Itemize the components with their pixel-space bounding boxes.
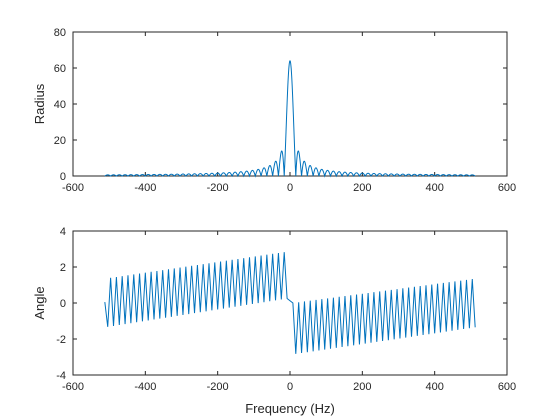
magnitude-y-axis-label: Radius bbox=[32, 83, 47, 124]
magnitude-x-tick-label: -200 bbox=[207, 182, 229, 194]
magnitude-x-tick-label: 400 bbox=[425, 182, 443, 194]
magnitude-x-tick-label: -600 bbox=[62, 182, 84, 194]
phase-x-tick-label: 0 bbox=[287, 381, 293, 393]
phase-x-tick-label: 600 bbox=[498, 381, 516, 393]
magnitude-y-tick-label: 20 bbox=[54, 135, 66, 147]
magnitude-y-tick-label: 0 bbox=[60, 171, 66, 183]
magnitude-ticks: -600 -400 -200 0 200 400 600 0 20 40 60 80 bbox=[54, 27, 516, 194]
phase-y-tick-label: 4 bbox=[60, 226, 66, 238]
phase-x-tick-label: -600 bbox=[62, 381, 84, 393]
magnitude-x-tick-label: 200 bbox=[353, 182, 371, 194]
magnitude-x-tick-label: -400 bbox=[134, 182, 156, 194]
magnitude-y-tick-label: 80 bbox=[54, 27, 66, 39]
x-axis-label: Frequency (Hz) bbox=[245, 401, 335, 416]
phase-y-tick-label: -4 bbox=[56, 370, 66, 382]
magnitude-series-line bbox=[104, 60, 476, 178]
magnitude-x-tick-label: 0 bbox=[287, 182, 293, 194]
phase-y-tick-label: 2 bbox=[60, 262, 66, 274]
phase-subplot: -600 -400 -200 0 200 400 600 -4 -2 0 2 4 Angle Freq… bbox=[32, 226, 516, 416]
magnitude-y-tick-label: 60 bbox=[54, 63, 66, 75]
phase-x-tick-label: 400 bbox=[425, 381, 443, 393]
magnitude-x-tick-label: 600 bbox=[498, 182, 516, 194]
phase-y-tick-label: 0 bbox=[60, 298, 66, 310]
phase-y-axis-label: Angle bbox=[32, 286, 47, 319]
magnitude-subplot: -600 -400 -200 0 200 400 600 0 20 40 60 80 Radius bbox=[32, 27, 516, 194]
magnitude-axes-box bbox=[72, 31, 508, 177]
phase-x-tick-label: -400 bbox=[134, 381, 156, 393]
phase-y-tick-label: -2 bbox=[56, 334, 66, 346]
phase-axes-box bbox=[72, 230, 508, 376]
phase-x-tick-label: -200 bbox=[207, 381, 229, 393]
phase-ticks: -600 -400 -200 0 200 400 600 -4 -2 0 2 4 bbox=[56, 226, 516, 393]
phase-x-tick-label: 200 bbox=[353, 381, 371, 393]
phase-series-line bbox=[104, 252, 476, 354]
magnitude-y-tick-label: 40 bbox=[54, 99, 66, 111]
